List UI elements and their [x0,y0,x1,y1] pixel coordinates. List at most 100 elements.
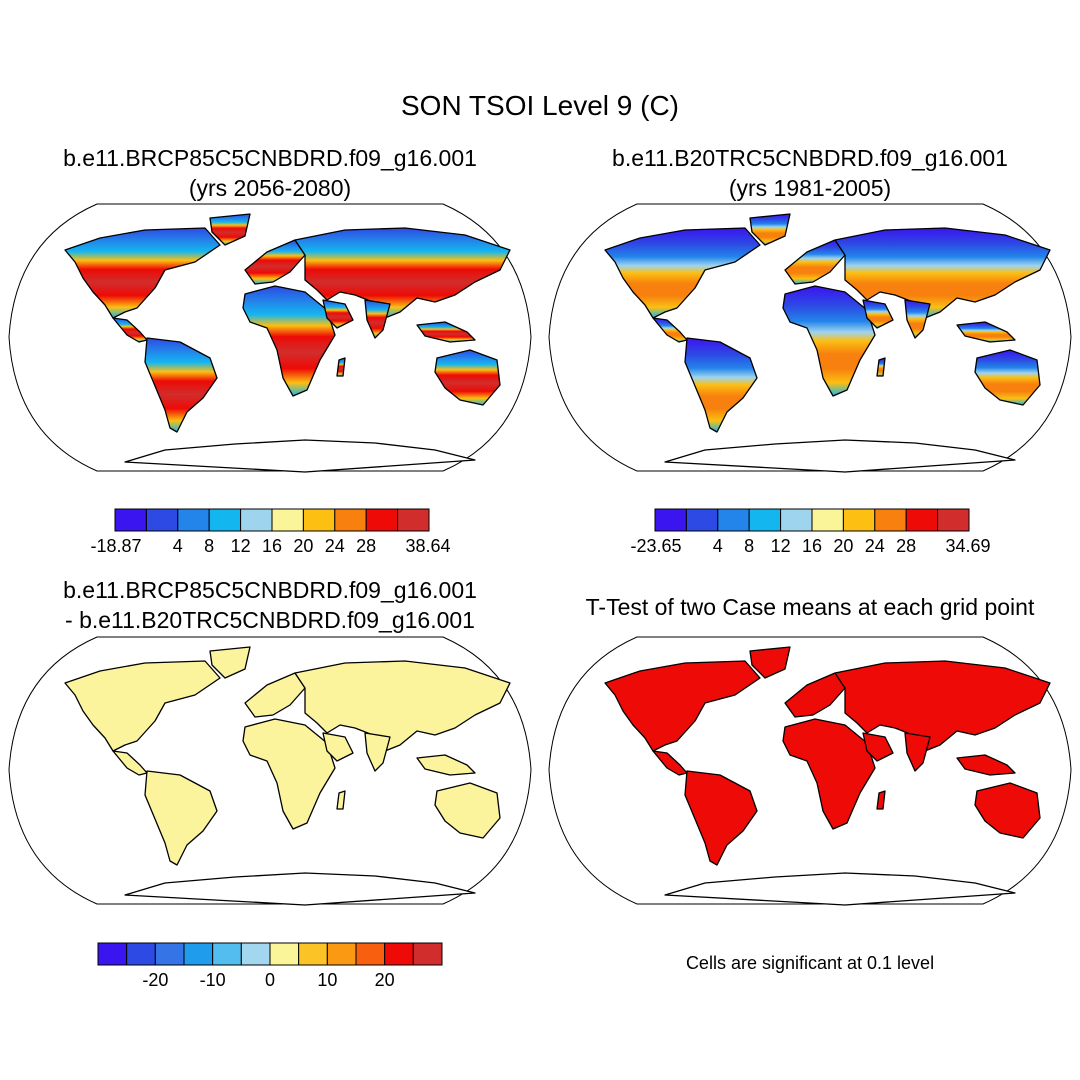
colorbar-tick-label: 24 [324,536,345,556]
continent-asia [294,660,511,752]
colorbar-rcp85 [114,508,430,532]
colorbar-swatch [126,942,156,966]
colorbar-swatch [302,508,336,532]
continent-europe [784,239,846,285]
continent-north-america [604,660,761,752]
continent-antarctica [124,872,476,906]
continent-australia [434,349,501,406]
colorbar-swatch [145,508,179,532]
colorbar-tick-label: 8 [204,536,215,556]
continent-australia [974,782,1041,839]
significance-note: Cells are significant at 0.1 level [685,953,935,973]
colorbar-tick-label: 20 [293,536,314,556]
panel-title-line2: - b.e11.B20TRC5CNBDRD.f09_g16.001 [65,607,475,633]
continent-asia [294,227,511,319]
colorbar-swatch [183,942,214,966]
colorbar-diff [97,942,443,966]
continent-india [364,732,391,772]
continent-africa [242,285,336,397]
panel-title-ttest: T-Test of two Case means at each grid po… [540,592,1080,622]
colorbar-swatch [842,508,876,532]
continent-arabia [322,732,354,762]
panel-title-diff: b.e11.BRCP85C5CNBDRD.f09_g16.001 - b.e11… [0,575,540,635]
continent-greenland [749,213,791,246]
continent-arabia [862,732,894,762]
continent-india [904,299,931,339]
panel-title-line1: b.e11.BRCP85C5CNBDRD.f09_g16.001 [63,577,477,603]
colorbar-swatch [355,942,386,966]
continent-europe [244,239,306,285]
continent-se-asia-islands [956,754,1016,776]
continent-asia [834,227,1051,319]
colorbar-swatch [97,942,128,966]
colorbar-tick-label: -23.65 [630,536,682,556]
colorbar-tick-label: 10 [317,970,338,990]
colorbar-tick-label: 20 [374,970,395,990]
figure-title: SON TSOI Level 9 (C) [400,90,679,121]
colorbar-swatch [717,508,750,532]
colorbar-tick-label: 16 [801,536,823,556]
continent-europe [244,672,306,718]
continent-south-america [144,337,218,433]
colorbar-swatch [240,508,273,532]
colorbar-tick-label: 28 [356,536,377,556]
panel-title-line2: (yrs 2056-2080) [188,175,352,201]
continent-south-america [684,770,758,866]
colorbar-tick-label: -18.87 [90,536,142,556]
colorbar-tick-label: 4 [172,536,183,556]
continent-north-america [64,660,221,752]
continent-se-asia-islands [956,321,1016,343]
colorbar-swatch [269,942,300,966]
continent-antarctica [664,439,1016,473]
map-panel-diff [8,636,532,906]
continent-europe [784,672,846,718]
continent-australia [974,349,1041,406]
colorbar-swatch [905,508,939,532]
continent-south-america [684,337,758,433]
colorbar-tick-label: 0 [264,970,276,990]
continent-greenland [209,646,251,679]
continent-india [364,299,391,339]
continent-madagascar [336,790,346,810]
map-panel-rcp85 [8,203,532,473]
colorbar-b20tr [654,508,970,532]
colorbar-swatch [412,942,443,966]
colorbar-tick-label: 12 [770,536,791,556]
colorbar-tick-label: 20 [833,536,854,556]
continent-arabia [862,299,894,329]
colorbar-swatch [654,508,687,532]
colorbar-swatch [334,508,367,532]
colorbar-swatch [208,508,242,532]
continent-africa [782,718,876,830]
panel-title-b20tr: b.e11.B20TRC5CNBDRD.f09_g16.001 (yrs 198… [540,143,1080,203]
map-panel-b20tr [548,203,1072,473]
continent-africa [242,718,336,830]
map-panel-ttest [548,636,1072,906]
colorbar-tick-label: 28 [896,536,917,556]
continent-africa [782,285,876,397]
colorbar-tick-label: 8 [744,536,755,556]
colorbar-swatch [874,508,907,532]
continent-south-america [144,770,218,866]
continent-north-america [604,227,761,319]
continent-antarctica [124,439,476,473]
colorbar-swatch [271,508,304,532]
continent-north-america [64,227,221,319]
colorbar-swatch [685,508,719,532]
panel-title-line1: b.e11.BRCP85C5CNBDRD.f09_g16.001 [63,145,477,171]
panel-title-rcp85: b.e11.BRCP85C5CNBDRD.f09_g16.001 (yrs 20… [0,143,540,203]
colorbar-tick-label: 4 [712,536,723,556]
panel-title-line2: (yrs 1981-2005) [728,175,892,201]
colorbar-swatch [811,508,844,532]
colorbar-swatch [384,942,414,966]
continent-greenland [209,213,251,246]
colorbar-tick-label: 38.64 [405,536,451,556]
colorbar-tick-label: 16 [261,536,283,556]
colorbar-swatch [177,508,210,532]
continent-asia [834,660,1051,752]
continent-greenland [749,646,791,679]
colorbar-swatch [212,942,242,966]
colorbar-tick-label: 34.69 [945,536,991,556]
continent-arabia [322,299,354,329]
continent-se-asia-islands [416,754,476,776]
